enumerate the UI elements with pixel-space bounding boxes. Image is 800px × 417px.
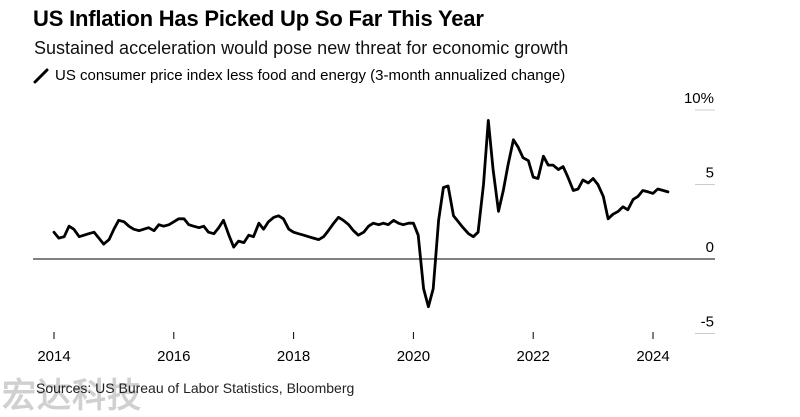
series-line-core-cpi	[52, 119, 670, 309]
watermark-logo: 宏达科技	[2, 376, 142, 416]
y-tick-label: 10%	[684, 90, 714, 107]
legend-label: US consumer price index less food and en…	[55, 67, 566, 84]
x-tick-label: 2020	[397, 348, 430, 365]
x-tick-label: 2016	[157, 348, 190, 365]
y-tick-label: 5	[706, 165, 714, 182]
x-tick-label: 2022	[517, 348, 550, 365]
y-tick-label: -5	[701, 314, 714, 331]
source-note: Sources: US Bureau of Labor Statistics, …	[36, 380, 355, 396]
chart-subtitle: Sustained acceleration would pose new th…	[34, 38, 569, 58]
y-tick-label: 0	[706, 239, 714, 256]
x-tick-label: 2024	[636, 348, 669, 365]
x-tick-label: 2014	[37, 348, 70, 365]
chart-legend: US consumer price index less food and en…	[33, 67, 565, 84]
legend-line-icon	[33, 68, 49, 83]
x-tick-label: 2018	[277, 348, 310, 365]
chart-title: US Inflation Has Picked Up So Far This Y…	[33, 6, 484, 31]
